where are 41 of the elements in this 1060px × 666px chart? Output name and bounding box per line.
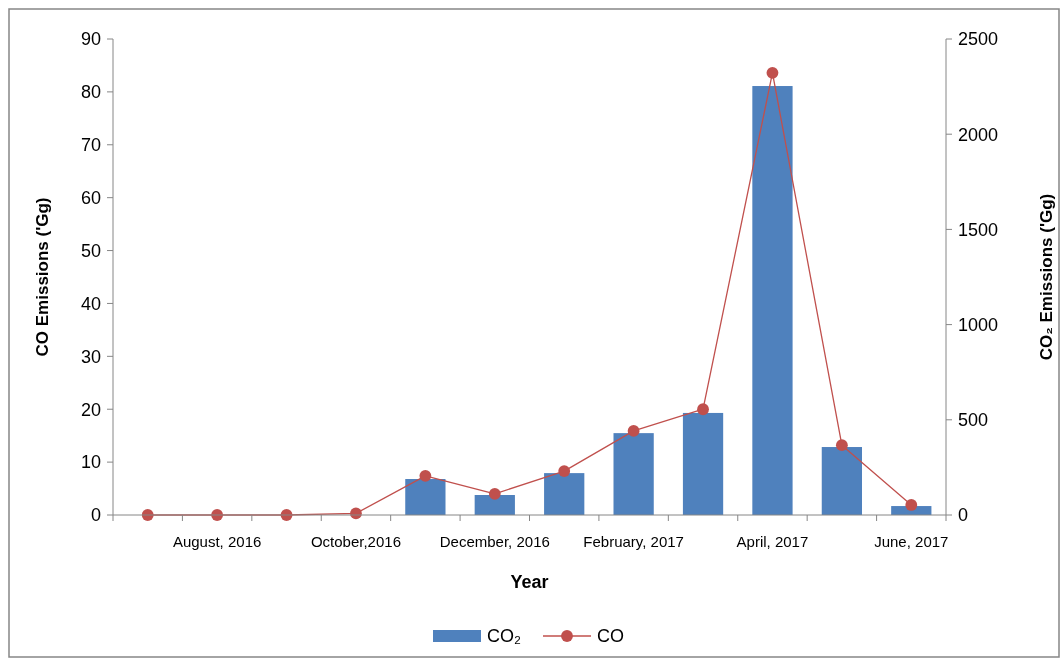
point (558, 465, 571, 478)
point (697, 403, 709, 416)
y2-axis-title: CO₂ Emissions ('Gg) (1037, 193, 1056, 361)
y-tick-label: 40 (80, 293, 101, 314)
y-tick-label: 90 (80, 29, 101, 50)
y-tick-label: 50 (80, 240, 101, 261)
x-axis-title: Year (510, 572, 549, 592)
y-tick-label: 30 (80, 346, 101, 367)
x-tick-label: October,2016 (310, 533, 401, 550)
point (835, 439, 848, 452)
y2-tick-label: 0 (958, 505, 969, 526)
y-tick-label: 20 (80, 399, 101, 420)
y-tick-label: 10 (80, 452, 101, 473)
x-tick-label: December, 2016 (439, 533, 550, 550)
point (905, 499, 918, 511)
y-tick-label: 60 (80, 187, 101, 208)
x-tick-label: June, 2017 (874, 533, 949, 550)
point (766, 66, 779, 79)
y-tick-label: 80 (80, 82, 101, 103)
bar (752, 86, 793, 515)
point (627, 425, 640, 437)
y2-tick-label: 2500 (958, 29, 999, 50)
y2-tick-label: 1500 (958, 219, 999, 240)
x-tick-label: April, 2017 (736, 533, 809, 550)
legend-label: CO (597, 626, 624, 647)
bar (405, 479, 446, 515)
x-tick-label: August, 2016 (172, 533, 262, 550)
y2-tick-label: 500 (958, 410, 989, 431)
y-tick-label: 70 (80, 135, 101, 156)
y-axis-title: CO Emissions ('Gg) (33, 197, 52, 357)
bar (682, 412, 724, 515)
bar (544, 473, 585, 515)
bar (613, 433, 654, 515)
y-tick-label: 0 (90, 505, 101, 526)
point (488, 487, 501, 500)
point (419, 469, 432, 482)
bar (821, 447, 863, 515)
x-tick-label: February, 2017 (583, 533, 684, 550)
y2-tick-label: 1000 (958, 314, 999, 335)
legend-label: CO₂ (487, 626, 521, 647)
y2-tick-label: 2000 (958, 124, 999, 145)
